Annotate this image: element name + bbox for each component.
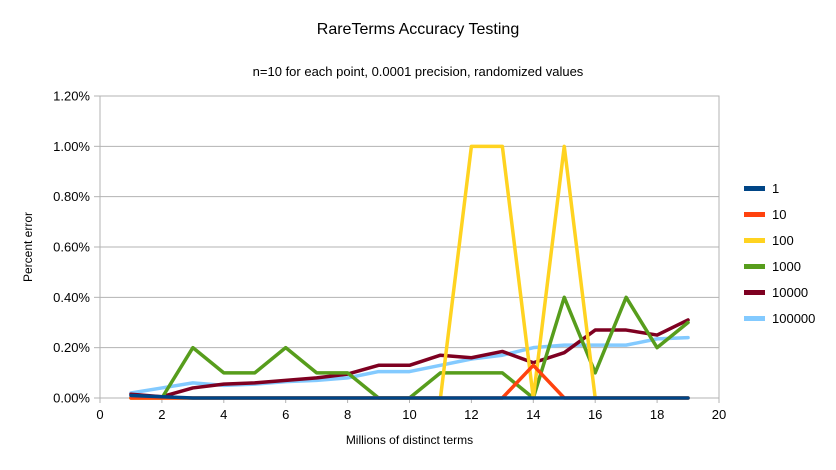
legend-swatch bbox=[744, 237, 765, 243]
legend-item-100: 100 bbox=[744, 231, 815, 249]
x-tick-label: 4 bbox=[220, 407, 227, 422]
x-tick-label: 8 bbox=[344, 407, 351, 422]
x-tick-label: 18 bbox=[650, 407, 664, 422]
series-line-1 bbox=[129, 393, 690, 400]
chart-legend: 1 10 100 1000 10000 100000 bbox=[744, 179, 815, 327]
x-axis-title: Millions of distinct terms bbox=[345, 433, 474, 447]
x-tick-label: 10 bbox=[402, 407, 416, 422]
y-axis-title: Percent error bbox=[21, 211, 35, 283]
y-tick-label: 0.40% bbox=[53, 290, 90, 305]
legend-label: 1 bbox=[772, 180, 780, 196]
series-line-100 bbox=[129, 144, 690, 400]
x-tick-label: 2 bbox=[158, 407, 165, 422]
chart-subtitle: n=10 for each point, 0.0001 precision, r… bbox=[252, 64, 584, 79]
legend-item-10000: 10000 bbox=[744, 283, 815, 301]
legend-item-1: 1 bbox=[744, 179, 815, 197]
legend-swatch bbox=[744, 263, 765, 269]
legend-swatch bbox=[744, 315, 765, 321]
x-tick-label: 16 bbox=[588, 407, 602, 422]
legend-label: 10000 bbox=[772, 284, 809, 300]
x-tick-label: 0 bbox=[96, 407, 103, 422]
x-tick-label: 6 bbox=[282, 407, 289, 422]
legend-swatch bbox=[744, 185, 765, 191]
x-tick-label: 14 bbox=[526, 407, 540, 422]
legend-swatch bbox=[744, 289, 765, 295]
legend-swatch bbox=[744, 211, 765, 217]
y-tick-label: 1.00% bbox=[53, 139, 90, 154]
y-tick-label: 1.20% bbox=[53, 89, 90, 104]
legend-item-100000: 100000 bbox=[744, 309, 815, 327]
chart-title: RareTerms Accuracy Testing bbox=[316, 21, 520, 38]
x-tick-label: 20 bbox=[712, 407, 726, 422]
legend-label: 100000 bbox=[772, 310, 816, 326]
y-tick-label: 0.20% bbox=[53, 340, 90, 355]
series-line-10000 bbox=[129, 318, 690, 399]
legend-item-1000: 1000 bbox=[744, 257, 815, 275]
x-tick-label: 12 bbox=[464, 407, 478, 422]
legend-item-10: 10 bbox=[744, 205, 815, 223]
y-tick-label: 0.80% bbox=[53, 189, 90, 204]
y-tick-label: 0.60% bbox=[53, 240, 90, 255]
legend-label: 10 bbox=[772, 206, 787, 222]
legend-label: 100 bbox=[772, 232, 794, 248]
y-tick-label: 0.00% bbox=[53, 391, 90, 406]
legend-label: 1000 bbox=[772, 258, 801, 274]
